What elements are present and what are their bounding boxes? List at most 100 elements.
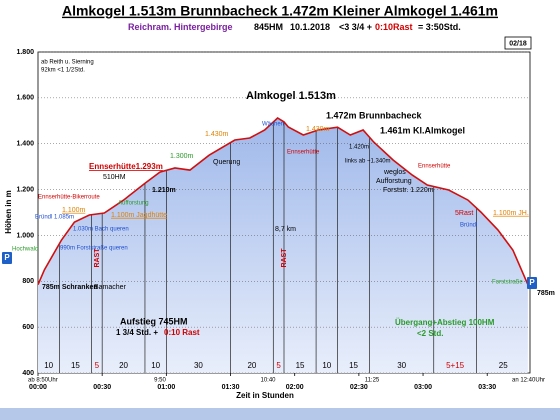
annotation: RAST [94, 248, 101, 268]
annotation: 1.100m JH. [493, 210, 529, 217]
annotation: Wächen [262, 122, 284, 128]
subtitle-part: = 3:50Std. [418, 22, 461, 32]
annotation: 510HM [103, 174, 126, 181]
annotation: links ab ~1.340m [345, 159, 391, 165]
annotation: 785m Schranken [42, 284, 98, 291]
x-tick-label: 02:30 [350, 384, 368, 391]
segment-label: 10 [322, 361, 331, 370]
parking-icon [527, 277, 537, 289]
annotation: Bründl [460, 223, 477, 229]
annotation: Forststraße [492, 280, 523, 286]
profile-line [37, 117, 529, 286]
annotation: 1.100m Jagdhütte [111, 212, 167, 219]
annotation: 5Rast [455, 210, 473, 217]
segment-label: 25 [499, 361, 508, 370]
footer-band [0, 408, 560, 420]
y-tick-label: 600 [22, 324, 34, 331]
annotation: ab Reith u. Sierning [41, 60, 94, 66]
profile-area [38, 118, 528, 373]
annotation: 0:10 Rast [164, 328, 200, 337]
annotation: 11:25 [365, 378, 380, 384]
annotation: Übergang+Abstieg 100HM [395, 318, 495, 327]
annotation: RAST [281, 248, 288, 268]
annotation: 990m Forststraße queren [60, 246, 128, 252]
annotation: Bründl 1.085m [35, 215, 74, 221]
x-tick-label: 01:30 [222, 384, 240, 391]
annotation: Ennserhütte-Bikerroute [38, 195, 100, 201]
y-tick-label: 1.600 [16, 95, 34, 102]
subtitle-part: 0:10Rast [375, 22, 413, 32]
segment-label: 20 [247, 361, 256, 370]
segment-label: 5 [276, 361, 281, 370]
annotation: Ennserhütte1.293m [89, 162, 163, 171]
y-tick-label: 400 [22, 370, 34, 377]
subtitle-part: 845HM [254, 22, 283, 32]
annotation: 1.472m Brunnbacheck [326, 110, 423, 120]
x-tick-label: 02:00 [286, 384, 304, 391]
segment-label: 5+15 [446, 361, 465, 370]
plot-area [37, 51, 531, 374]
annotation: Hochwald [12, 247, 38, 253]
annotation: 1 3/4 Std. + [116, 328, 158, 337]
annotation: Ennserhütte [418, 164, 451, 170]
y-tick-label: 1.200 [16, 186, 34, 193]
segment-label: 20 [119, 361, 128, 370]
annotation: 1.100m [62, 207, 86, 214]
annotation: 9:50 [154, 378, 166, 384]
y-axis-title: Höhen in m [4, 190, 13, 234]
annotation: 1.461m Kl.Almkogel [380, 125, 465, 135]
segment-label: 30 [397, 361, 406, 370]
segment-label: 15 [296, 361, 305, 370]
annotation: Aufforstung [118, 201, 149, 207]
y-tick-label: 800 [22, 278, 34, 285]
annotation: 8,7 km [275, 226, 296, 233]
page-label-box [504, 36, 532, 50]
annotation: 1.030m Bach queren [73, 227, 129, 233]
parking-icon [2, 252, 12, 264]
x-tick-label: 00:00 [29, 384, 47, 391]
annotation: Forststr. 1.220m [383, 187, 434, 194]
segment-label: 30 [194, 361, 203, 370]
annotation: 92km <1 1/2Std. [41, 68, 85, 74]
x-axis-title: Zeit in Stunden [236, 391, 294, 400]
annotation: weglos [383, 169, 406, 176]
annotation: an 12:40Uhr [512, 378, 545, 384]
segment-label: 5 [95, 361, 100, 370]
subtitle-part: 10.1.2018 [290, 22, 330, 32]
y-tick-label: 1.800 [16, 49, 34, 56]
annotation: 1.210m [152, 187, 176, 194]
annotation: 785m [537, 290, 555, 297]
annotation: <2 Std. [417, 329, 443, 338]
segment-label: 10 [44, 361, 53, 370]
y-tick-label: 1.000 [16, 232, 34, 239]
annotation: 1.430m [205, 131, 229, 138]
annotation: 1.300m [170, 153, 194, 160]
subtitle: Reichram. Hintergebirge 845HM 10.1.2018 … [128, 22, 461, 32]
x-tick-label: 03:00 [414, 384, 432, 391]
subtitle-part: <3 3/4 + [339, 22, 372, 32]
parking-label: P [4, 253, 10, 262]
parking-label: P [529, 278, 535, 287]
annotation: 1.430m [306, 126, 330, 133]
annotation: Aufforstung [376, 178, 412, 185]
x-tick-label: 01:00 [157, 384, 175, 391]
chart-title: Almkogel 1.513m Brunnbacheck 1.472m Klei… [62, 3, 498, 19]
segment-label: 10 [151, 361, 160, 370]
x-tick-label: 00:30 [93, 384, 111, 391]
annotation: Ennserhütte [287, 150, 320, 156]
annotation: Bamacher [94, 284, 127, 291]
annotation: Almkogel 1.513m [246, 90, 336, 102]
annotation: ab 8:50Uhr [28, 378, 58, 384]
segment-label: 15 [71, 361, 80, 370]
annotation: Querung [213, 159, 240, 166]
page-label: 02/18 [509, 40, 527, 47]
subtitle-part: Reichram. Hintergebirge [128, 22, 233, 32]
annotation: Aufstieg 745HM [120, 316, 188, 326]
annotation: 10:40 [260, 378, 276, 384]
segment-label: 15 [349, 361, 358, 370]
y-tick-label: 1.400 [16, 141, 34, 148]
x-tick-label: 03:30 [478, 384, 496, 391]
annotation: 1.420m [349, 145, 369, 151]
